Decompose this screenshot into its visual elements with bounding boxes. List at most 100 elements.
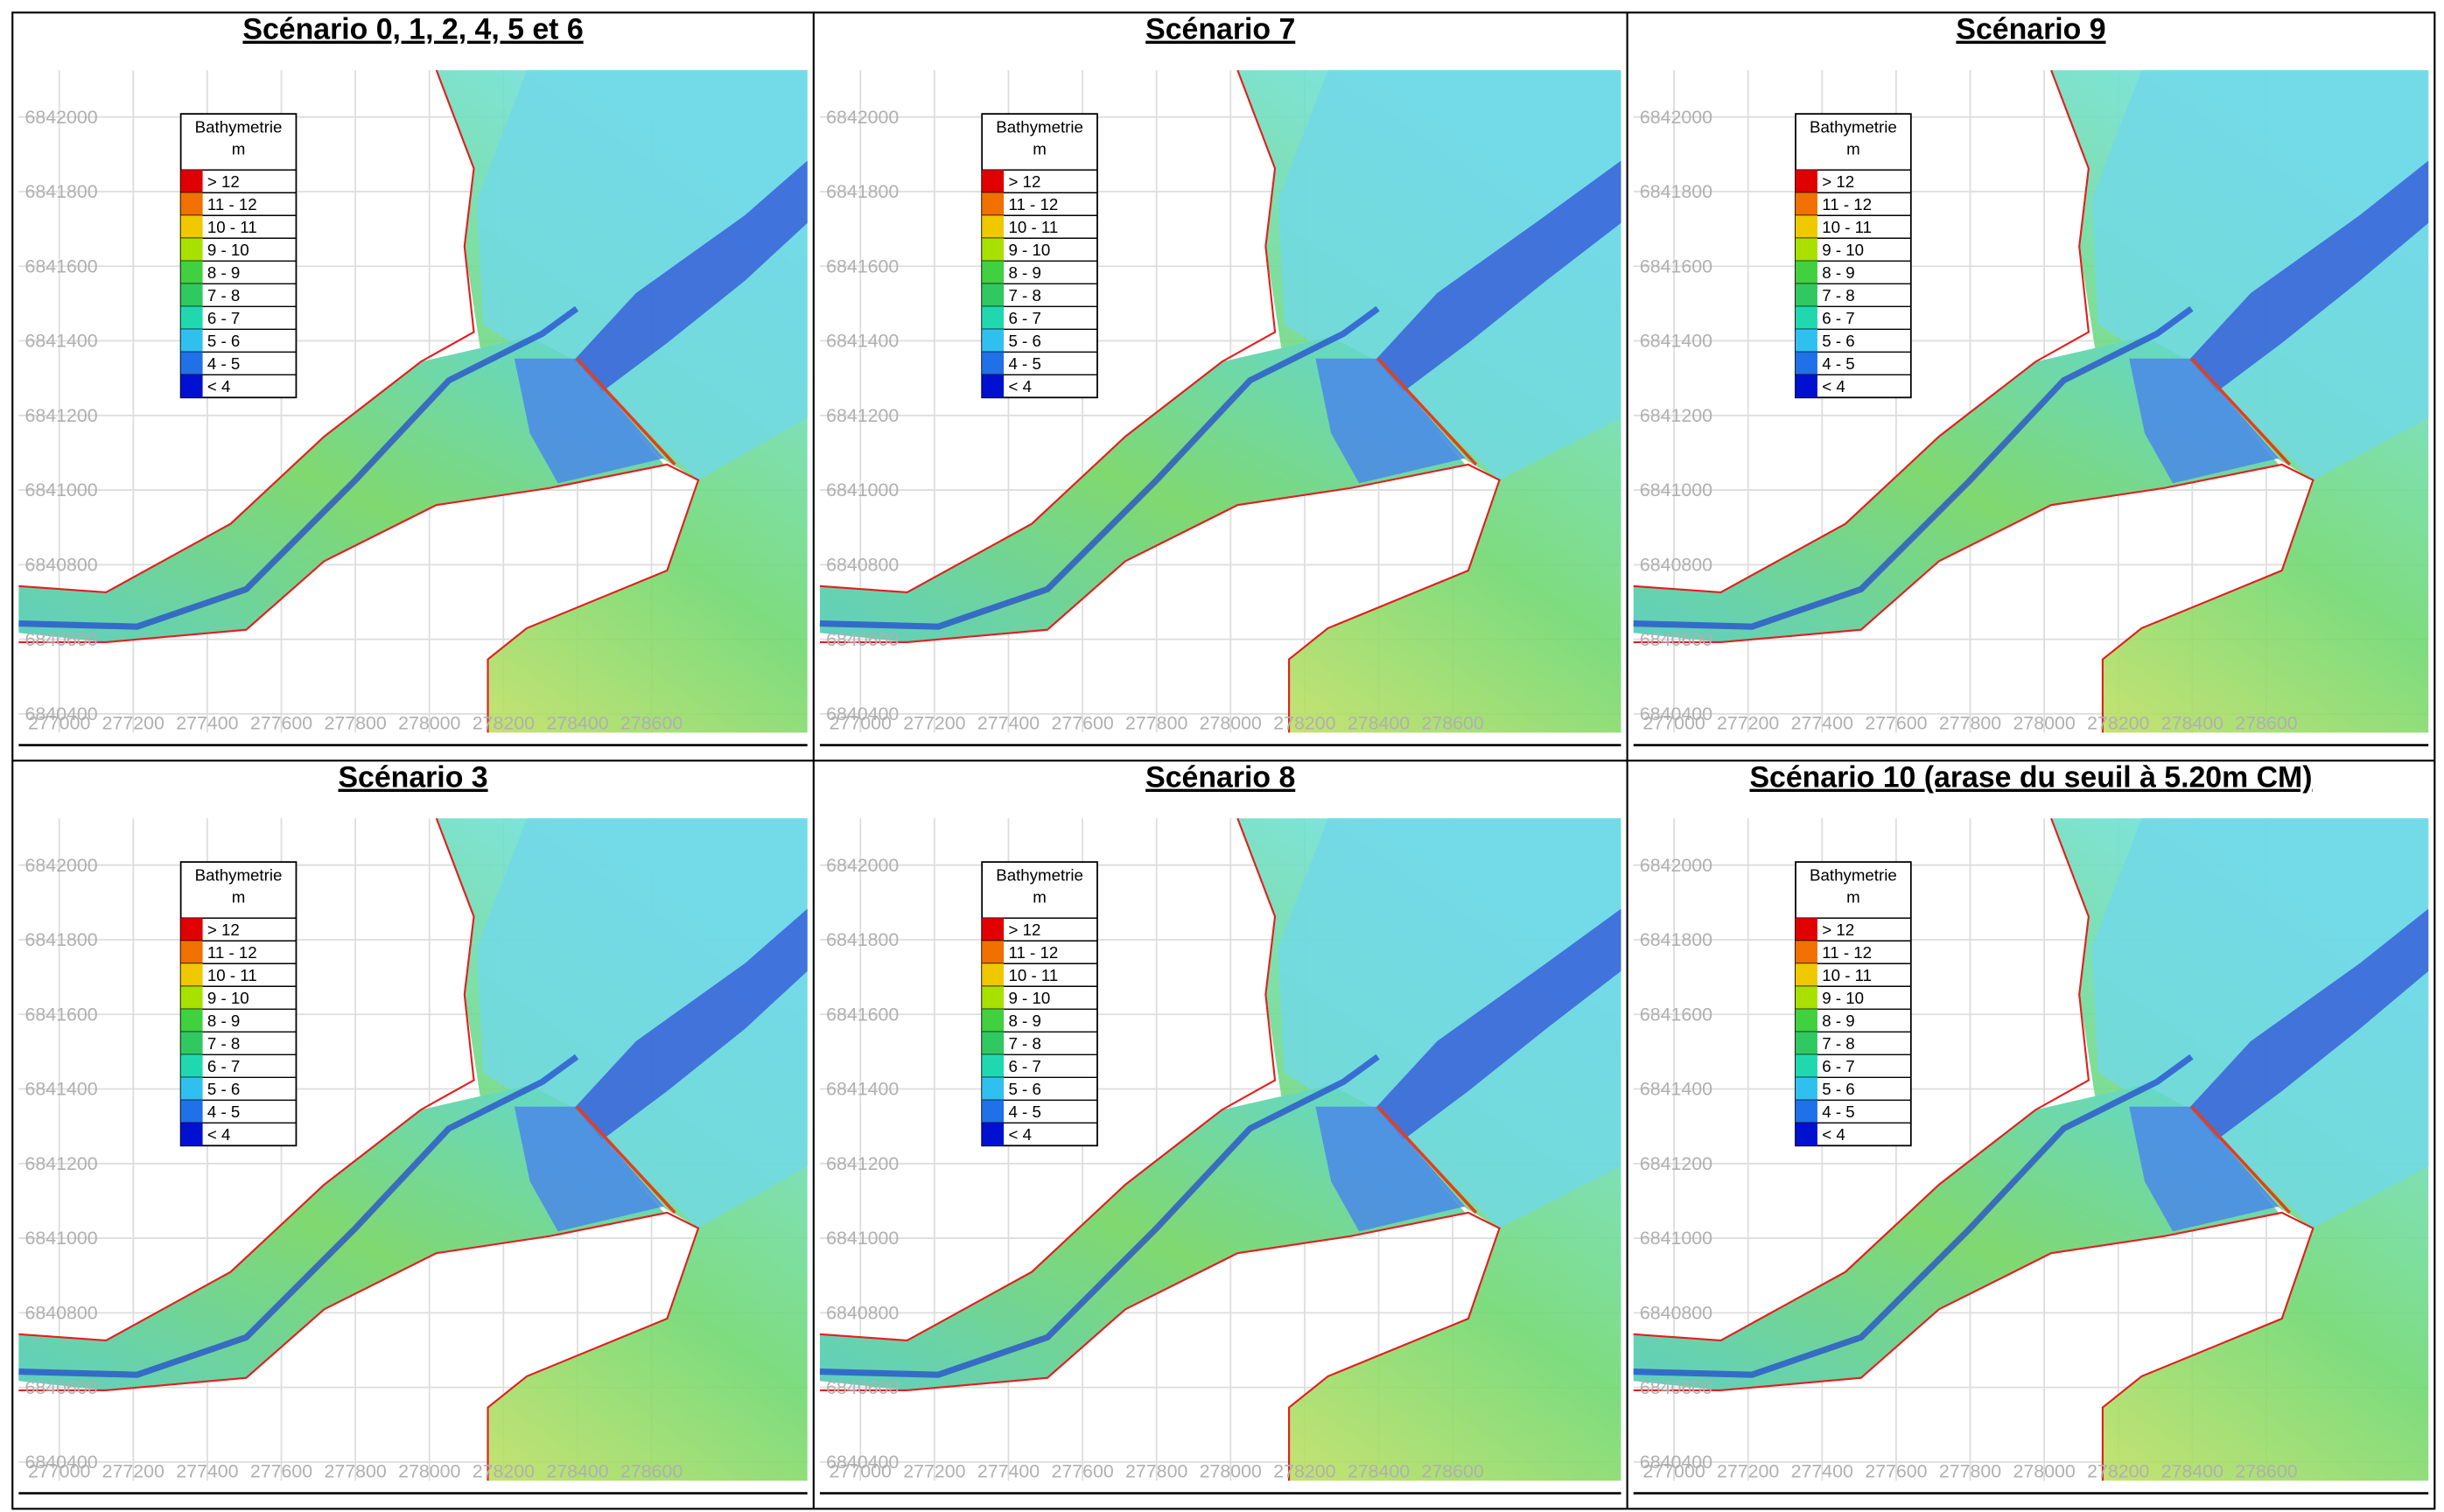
legend-unit: m [232,139,246,158]
x-tick-label: 277400 [176,1461,238,1482]
panel-title: Scénario 9 [1956,13,2105,46]
legend-label: 5 - 6 [1822,1080,1854,1098]
x-tick-label: 277600 [250,713,312,734]
x-tick-label: 277600 [250,1461,312,1482]
estuary [18,336,664,642]
y-tick-label: 6840400 [1640,704,1712,724]
y-tick-label: 6841600 [1640,256,1712,276]
deep-channel [1362,160,1621,400]
legend-label: 10 - 11 [207,218,257,236]
legend-label: 10 - 11 [1008,966,1058,984]
y-tick-label: 6840800 [1640,1302,1712,1323]
x-tick-label: 277800 [324,713,386,734]
shallow-water [2091,70,2429,480]
lagoon [2129,358,2279,484]
legend-swatch [180,986,203,1010]
legend-label: > 12 [207,172,240,191]
legend-unit: m [1846,887,1860,906]
legend: Bathymetrie m > 12 11 - 12 10 - 11 9 - 10 8 - … [1795,113,1912,399]
legend-label: 9 - 10 [1008,989,1050,1007]
legend-label: 4 - 5 [207,1102,240,1121]
legend-swatch [982,1032,1005,1055]
x-tick-label: 277200 [903,1461,965,1482]
y-tick-label: 6842000 [1640,855,1712,876]
y-tick-label: 6841000 [25,480,98,500]
x-tick-label: 277200 [1717,713,1779,734]
legend-label: 9 - 10 [1822,241,1864,259]
x-tick-label: 277400 [1791,1461,1853,1482]
legend-label: 6 - 7 [207,309,240,327]
shallow-water [2091,818,2429,1228]
legend-swatch [1796,170,1817,193]
legend-label: 10 - 11 [1822,966,1872,984]
legend-label: 11 - 12 [207,943,257,962]
y-tick-label: 6841400 [1640,1079,1712,1100]
panel: Scénario 0, 1, 2, 4, 5 et 6 6842000 684180… [18,13,808,746]
x-tick-label: 278400 [1348,713,1410,734]
legend-swatch [982,963,1005,987]
x-tick-label: 277400 [176,713,238,734]
x-tick-label: 277000 [1642,1461,1705,1482]
legend-title: Bathymetrie [996,118,1083,136]
y-tick-label: 6840400 [1640,1452,1712,1473]
legend-swatch [180,352,203,375]
legend-label: 4 - 5 [1822,354,1854,373]
legend-label: 7 - 8 [1008,1034,1040,1053]
legend-label: 7 - 8 [207,286,240,304]
legend-label: < 4 [207,377,231,396]
legend-title: Bathymetrie [195,865,283,884]
coast [18,69,475,594]
x-tick-label: 278200 [2087,713,2149,734]
legend-label: < 4 [1008,377,1032,396]
x-tick-label: 278400 [2161,713,2223,734]
map [819,69,1621,733]
legend-swatch [1796,238,1817,262]
y-tick-label: 6841600 [826,256,899,276]
legend-label: 6 - 7 [1008,309,1040,327]
x-tick-label: 278200 [2087,1461,2149,1482]
y-tick-label: 6840600 [1640,1377,1712,1398]
legend-label: 6 - 7 [1822,1057,1854,1075]
x-tick-label: 278600 [1421,713,1483,734]
x-tick-label: 278000 [398,1461,460,1482]
legend-swatch [180,918,203,942]
estuary [819,1084,1466,1390]
legend: Bathymetrie m > 12 11 - 12 10 - 11 9 - 10 8 - … [1795,861,1912,1147]
x-tick-label: 278200 [1273,1461,1335,1482]
legend-label: 7 - 8 [207,1034,240,1053]
legend-label: 7 - 8 [1008,286,1040,304]
map [1633,69,2429,733]
legend-label: 5 - 6 [1008,1080,1040,1098]
legend-label: 5 - 6 [1008,332,1040,350]
x-tick-label: 277000 [830,713,892,734]
legend-label: 11 - 12 [1008,943,1058,962]
lagoon [2129,1106,2279,1232]
legend-swatch [1796,941,1817,964]
y-tick-label: 6841000 [826,480,899,500]
legend-swatch [982,1009,1005,1032]
y-tick-label: 6840800 [25,554,98,575]
legend-swatch [982,986,1005,1010]
legend-swatch [180,1009,203,1032]
panel: Scénario 8 6842000 6841800 6841600 6841400 68… [819,761,1621,1494]
legend-label: 9 - 10 [207,241,249,259]
x-tick-label: 277200 [1717,1461,1779,1482]
legend-swatch [1796,986,1817,1010]
y-tick-label: 6841600 [826,1004,899,1025]
legend-label: 10 - 11 [1822,218,1872,236]
legend-swatch [1796,1032,1817,1055]
legend: Bathymetrie m > 12 11 - 12 10 - 11 9 - 10 8 - … [179,861,298,1147]
map [18,69,808,733]
y-tick-label: 6841400 [1640,331,1712,352]
x-tick-label: 278600 [2235,713,2297,734]
panel: Scénario 3 6842000 6841800 6841600 6841400 68… [18,761,808,1494]
shallow-water [1278,818,1621,1228]
y-tick-label: 6841400 [826,1079,899,1100]
legend-title: Bathymetrie [1810,865,1897,884]
legend-title: Bathymetrie [195,118,283,136]
x-tick-label: 278200 [473,1461,535,1482]
jetty [1376,357,1478,466]
legend-swatch [1796,284,1817,307]
deep-channel [2175,908,2429,1148]
y-tick-label: 6840400 [826,704,899,724]
